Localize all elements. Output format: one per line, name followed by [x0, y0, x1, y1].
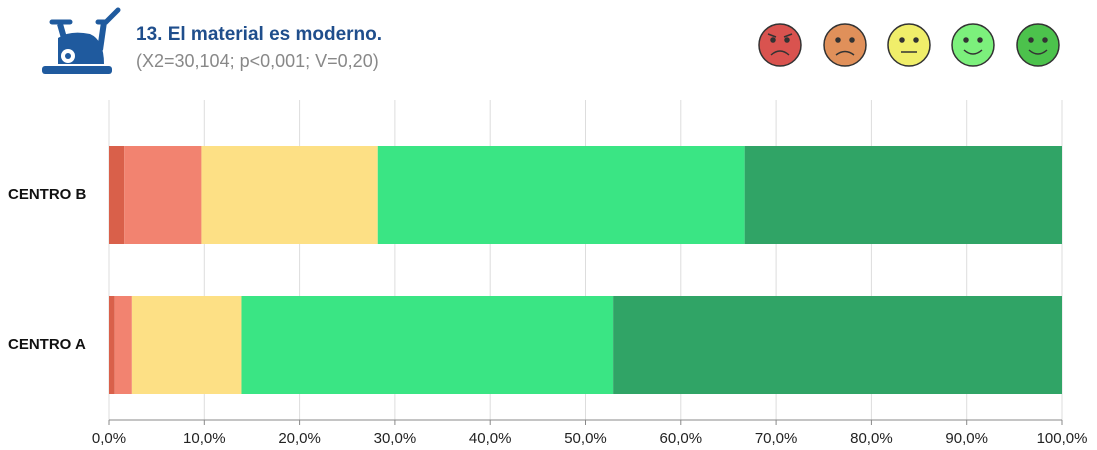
x-tick-label: 50,0% — [564, 430, 607, 447]
bar-segment — [377, 146, 745, 244]
x-tick-label: 30,0% — [374, 430, 417, 447]
chart-title: 13. El material es moderno. — [136, 24, 382, 45]
x-tick-label: 20,0% — [278, 430, 321, 447]
legend-faces — [758, 23, 1060, 67]
bar-segment — [109, 146, 125, 244]
x-tick-label: 100,0% — [1037, 430, 1088, 447]
x-tick-label: 90,0% — [945, 430, 988, 447]
x-tick-label: 10,0% — [183, 430, 226, 447]
bar-segment — [124, 146, 202, 244]
x-tick-label: 70,0% — [755, 430, 798, 447]
x-tick-label: 0,0% — [92, 430, 126, 447]
bar-segment — [109, 296, 115, 394]
y-tick-label: CENTRO A — [8, 336, 86, 353]
chart-subtitle: (X2=30,104; p<0,001; V=0,20) — [136, 51, 379, 71]
y-tick-label: CENTRO B — [8, 186, 87, 203]
x-tick-label: 80,0% — [850, 430, 893, 447]
bar-segment — [613, 296, 1062, 394]
bar-segment — [114, 296, 132, 394]
bar-segment — [241, 296, 614, 394]
bar-segment — [744, 146, 1062, 244]
x-tick-label: 40,0% — [469, 430, 512, 447]
bar-segment — [131, 296, 242, 394]
bar-segment — [201, 146, 378, 244]
x-tick-label: 60,0% — [660, 430, 703, 447]
bike-icon — [42, 7, 121, 74]
